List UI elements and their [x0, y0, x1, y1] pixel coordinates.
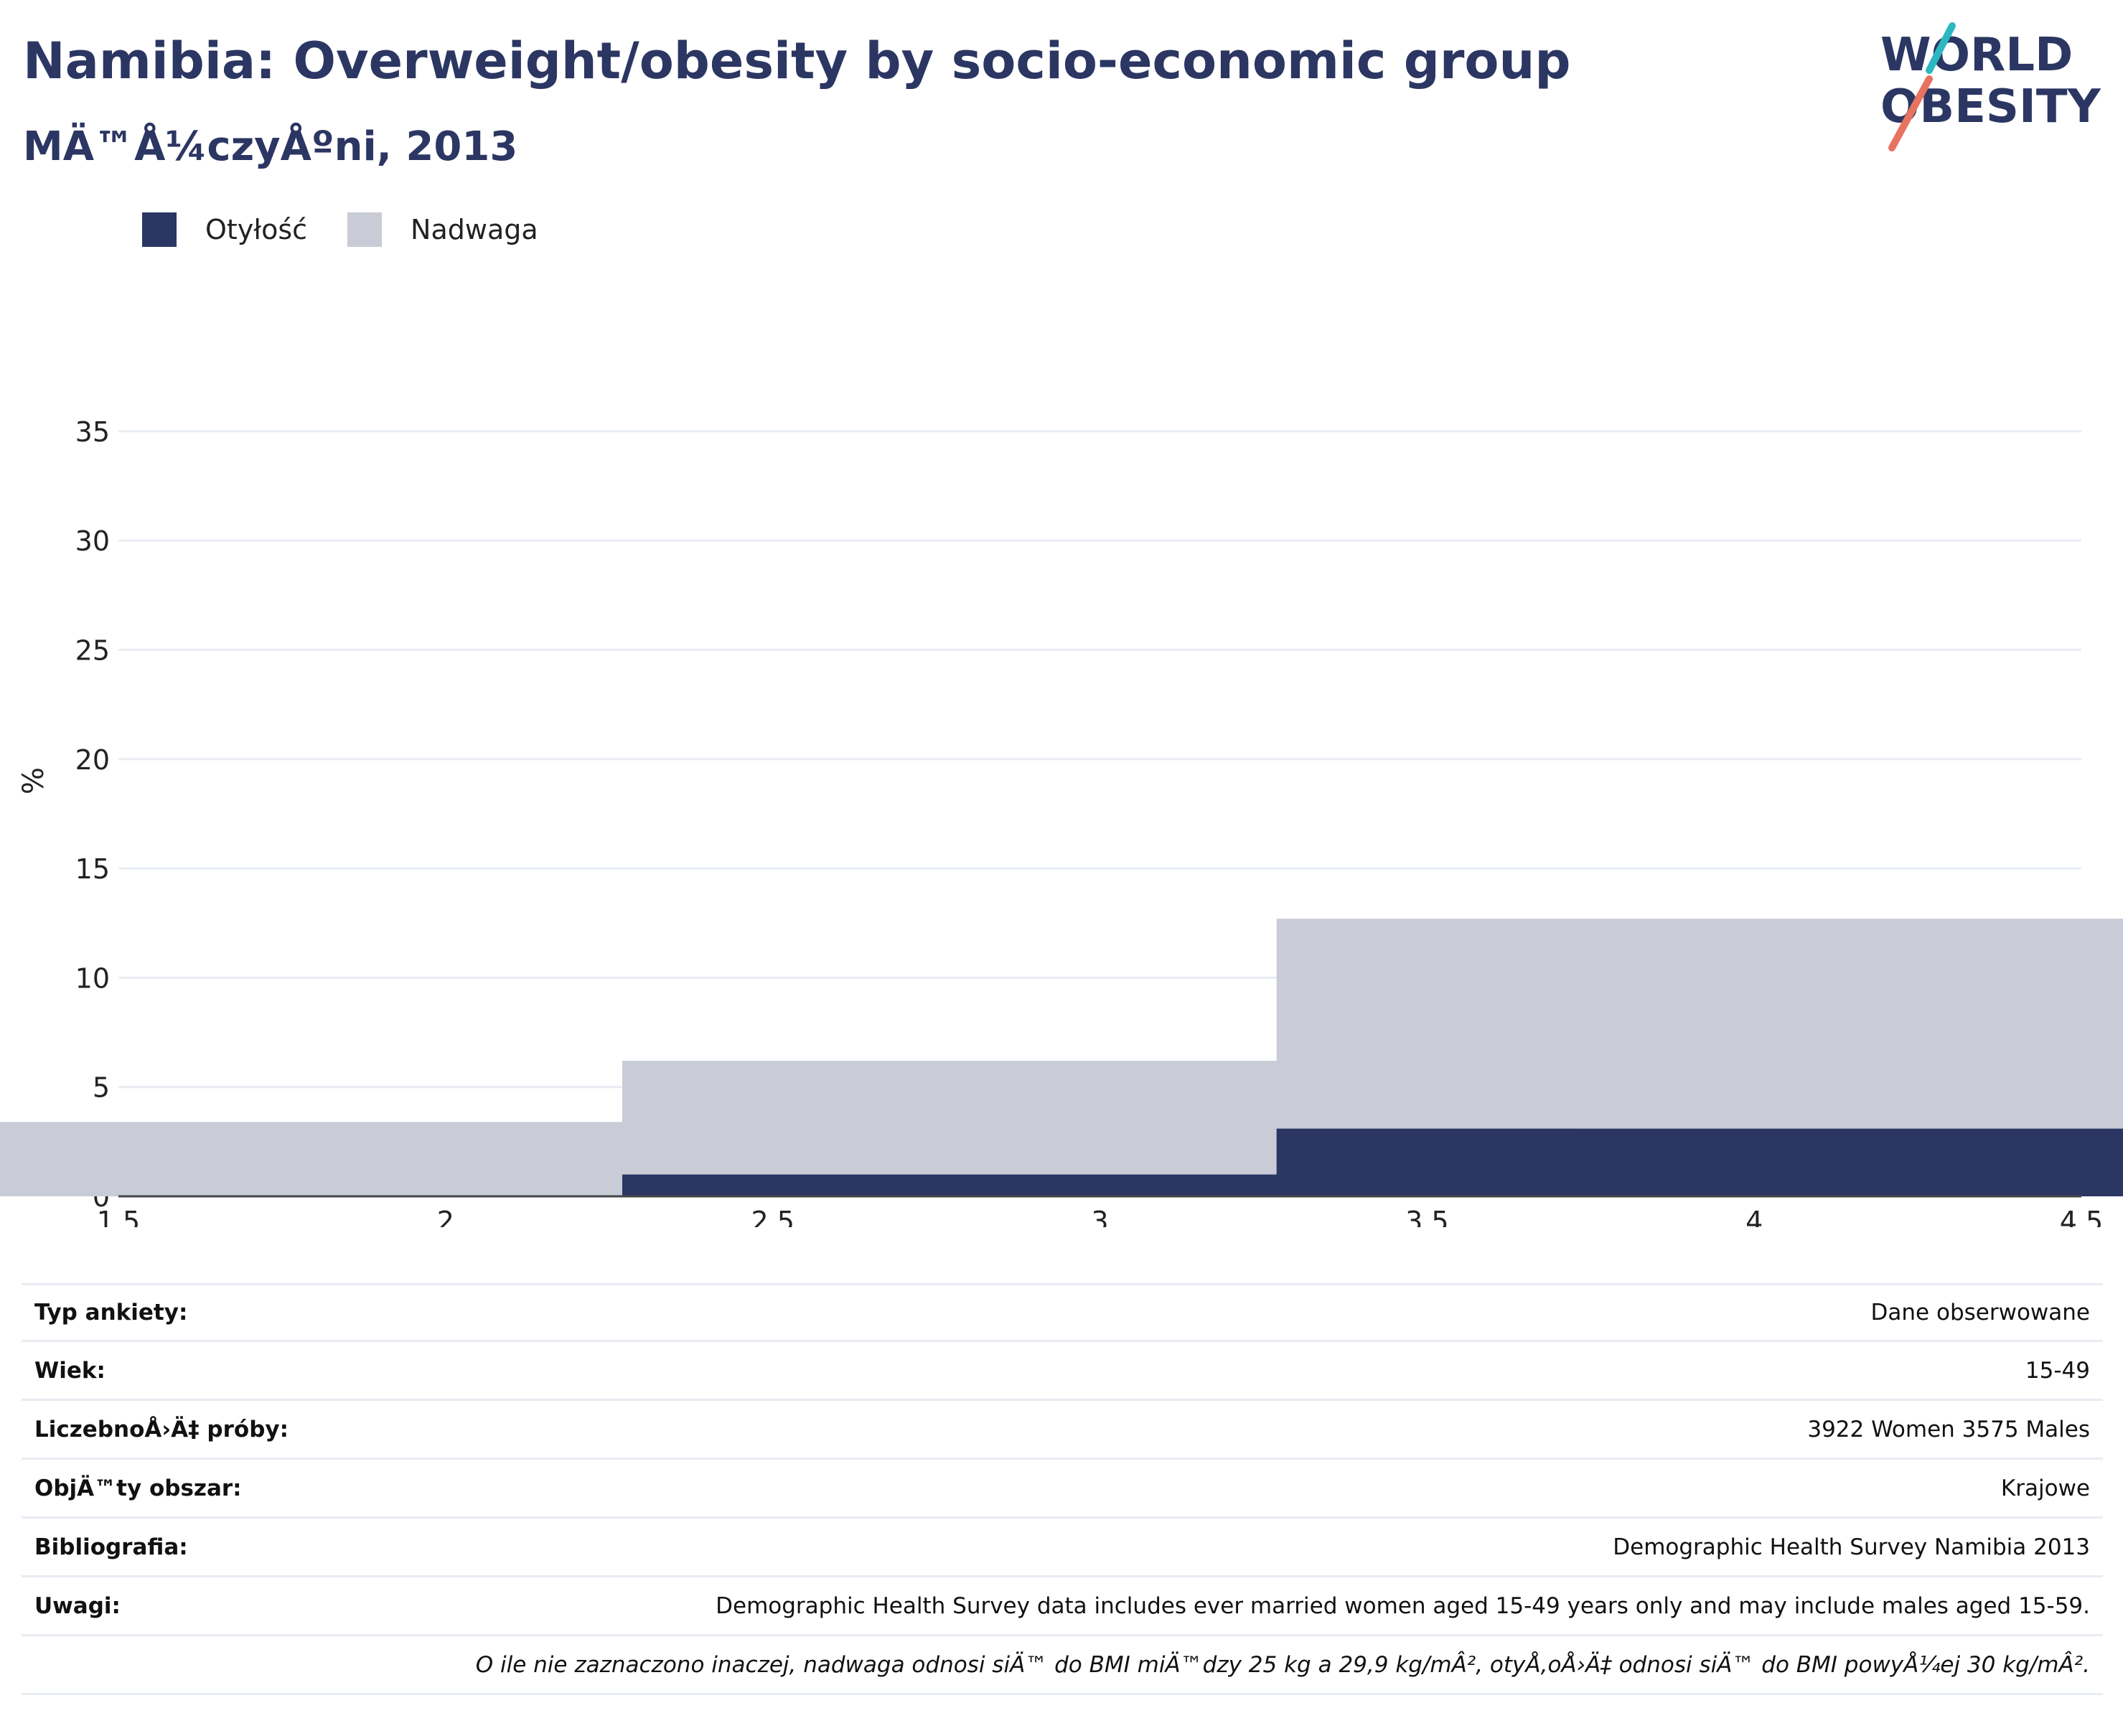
x-tick-label: 2.5 [751, 1206, 794, 1227]
info-row-bibliography: Bibliografia: Demographic Health Survey … [22, 1519, 2103, 1577]
chart-title: Namibia: Overweight/obesity by socio-eco… [23, 32, 1571, 90]
bar-overweight [1276, 919, 2123, 1129]
legend-item-overweight[interactable]: Nadwaga [347, 212, 538, 247]
legend-swatch-obesity [142, 212, 177, 247]
x-tick-label: 3 [1091, 1206, 1108, 1227]
x-tick-label: 2 [437, 1206, 454, 1227]
info-value: Demographic Health Survey Namibia 2013 [1613, 1534, 2090, 1560]
chart-legend: Otyłość Nadwaga [142, 212, 578, 247]
info-value: Dane obserwowane [1870, 1300, 2090, 1326]
logo-slash-teal [1926, 22, 1956, 74]
info-value: 15-49 [2025, 1357, 2090, 1384]
info-value: 3922 Women 3575 Males [1807, 1416, 2090, 1442]
logo-text-world: WORLD [1880, 29, 2073, 82]
legend-item-obesity[interactable]: Otyłość [142, 212, 307, 247]
x-tick-label: 3.5 [1405, 1206, 1448, 1227]
info-row-footnote: O ile nie zaznaczono inaczej, nadwaga od… [22, 1636, 2103, 1695]
y-tick-label: 25 [75, 635, 110, 667]
info-label: ObjÄ™ty obszar: [34, 1475, 242, 1501]
info-row-sample-size: LiczebnoÅ›Ä‡ próby: 3922 Women 3575 Male… [22, 1401, 2103, 1460]
info-label: Bibliografia: [34, 1534, 188, 1560]
legend-label-overweight: Nadwaga [411, 214, 538, 245]
info-label: Typ ankiety: [34, 1300, 188, 1326]
x-tick-label: 4.5 [2060, 1206, 2103, 1227]
info-row-area-covered: ObjÄ™ty obszar: Krajowe [22, 1460, 2103, 1519]
y-tick-label: 30 [75, 525, 110, 557]
y-tick-label: 15 [75, 853, 110, 885]
info-label: LiczebnoÅ›Ä‡ próby: [34, 1416, 289, 1442]
legend-swatch-overweight [347, 212, 383, 247]
legend-label-obesity: Otyłość [205, 214, 308, 245]
x-tick-label: 4 [1745, 1206, 1763, 1227]
footnote-text: O ile nie zaznaczono inaczej, nadwaga od… [475, 1651, 2090, 1678]
info-label: Wiek: [34, 1357, 106, 1384]
y-tick-label: 20 [75, 744, 110, 776]
info-value: Krajowe [2000, 1475, 2090, 1501]
info-value: Demographic Health Survey data includes … [716, 1592, 2090, 1619]
info-table: Typ ankiety: Dane obserwowane Wiek: 15-4… [22, 1283, 2103, 1695]
info-row-notes: Uwagi: Demographic Health Survey data in… [22, 1577, 2103, 1636]
y-tick-label: 35 [75, 416, 110, 448]
info-row-age: Wiek: 15-49 [22, 1342, 2103, 1401]
bar-obesity [1276, 1128, 2123, 1196]
chart-subtitle: MÄ™Å¼czyÅºni, 2013 [23, 123, 518, 170]
info-label: Uwagi: [34, 1592, 121, 1619]
y-axis-label: % [17, 767, 50, 794]
world-obesity-logo: WORLD OBESITY [1880, 22, 2101, 151]
y-tick-label: 5 [93, 1072, 110, 1104]
x-tick-label: 1.5 [97, 1206, 140, 1227]
y-tick-label: 10 [75, 962, 110, 994]
info-row-survey-type: Typ ankiety: Dane obserwowane [22, 1283, 2103, 1342]
logo-slash-coral [1888, 75, 1933, 151]
